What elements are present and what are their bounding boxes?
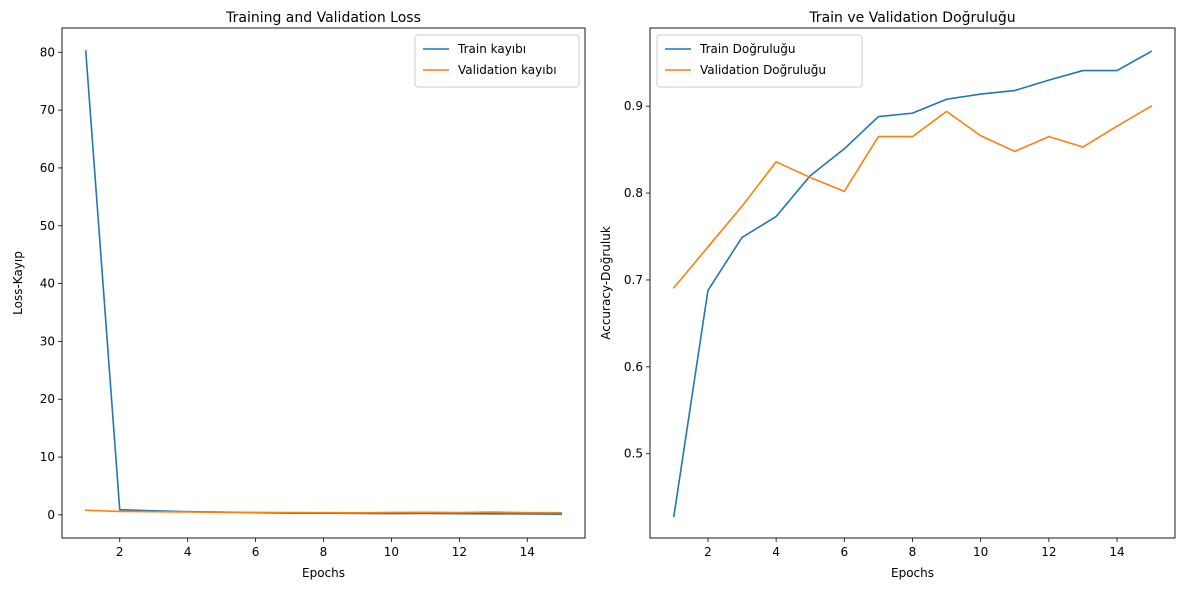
y-tick-label: 70 — [40, 103, 55, 117]
y-tick-label: 80 — [40, 45, 55, 59]
x-tick-label: 4 — [772, 545, 780, 559]
axes-frame — [649, 27, 1176, 539]
y-tick-label: 0.6 — [624, 360, 643, 374]
chart-title: Training and Validation Loss — [225, 10, 421, 26]
y-tick-label: 10 — [40, 450, 55, 464]
chart-1: 2 4 6 8 10 12 14 0 10 20 30 40 50 60 70 80 Training and … — [11, 10, 586, 580]
x-tick-label: 10 — [384, 545, 399, 559]
x-tick-label: 6 — [840, 545, 848, 559]
series-line-2 — [672, 105, 1153, 289]
axes-frame — [61, 27, 586, 539]
y-tick-label: 60 — [40, 161, 55, 175]
x-tick-label: 8 — [909, 545, 917, 559]
y-tick-label: 0.7 — [624, 273, 643, 287]
chart-title: Train ve Validation Doğruluğu — [808, 10, 1015, 26]
legend-label-2: Validation Doğruluğu — [700, 63, 826, 77]
legend: Train Doğruluğu Validation Doğruluğu — [656, 34, 863, 88]
x-tick-label: 2 — [704, 545, 712, 559]
x-tick-label: 8 — [320, 545, 328, 559]
y-tick-label: 0.5 — [624, 447, 643, 461]
y-tick-label: 0 — [47, 508, 55, 522]
y-tick-label: 40 — [40, 277, 55, 291]
x-tick-label: 4 — [184, 545, 192, 559]
y-tick-label: 30 — [40, 334, 55, 348]
legend: Train kayıbı Validation kayıbı — [414, 34, 580, 88]
legend-label-1: Train kayıbı — [457, 42, 526, 56]
y-tick-label: 50 — [40, 219, 55, 233]
x-tick-label: 12 — [452, 545, 467, 559]
y-tick-label: 0.8 — [624, 186, 643, 200]
x-axis-label: Epochs — [891, 566, 934, 580]
chart-2: 2 4 6 8 10 12 14 0.5 0.6 0.7 0.8 0.9 Train ve Valida… — [599, 10, 1176, 580]
y-axis-label: Accuracy-Doğruluk — [599, 226, 613, 340]
legend-box — [656, 34, 863, 88]
series-line-1 — [84, 50, 563, 515]
x-tick-label: 14 — [1109, 545, 1124, 559]
x-tick-label: 14 — [520, 545, 535, 559]
x-tick-label: 10 — [973, 545, 988, 559]
y-tick-label: 0.9 — [624, 99, 643, 113]
x-tick-label: 2 — [116, 545, 124, 559]
x-axis-label: Epochs — [302, 566, 345, 580]
y-tick-label: 20 — [40, 392, 55, 406]
y-axis-label: Loss-Kayıp — [11, 251, 25, 315]
x-tick-label: 12 — [1041, 545, 1056, 559]
legend-label-2: Validation kayıbı — [458, 63, 557, 77]
x-tick-label: 6 — [252, 545, 260, 559]
series-line-1 — [672, 50, 1153, 518]
series-line-2 — [84, 509, 563, 514]
legend-box — [414, 34, 580, 88]
legend-label-1: Train Doğruluğu — [699, 42, 796, 56]
